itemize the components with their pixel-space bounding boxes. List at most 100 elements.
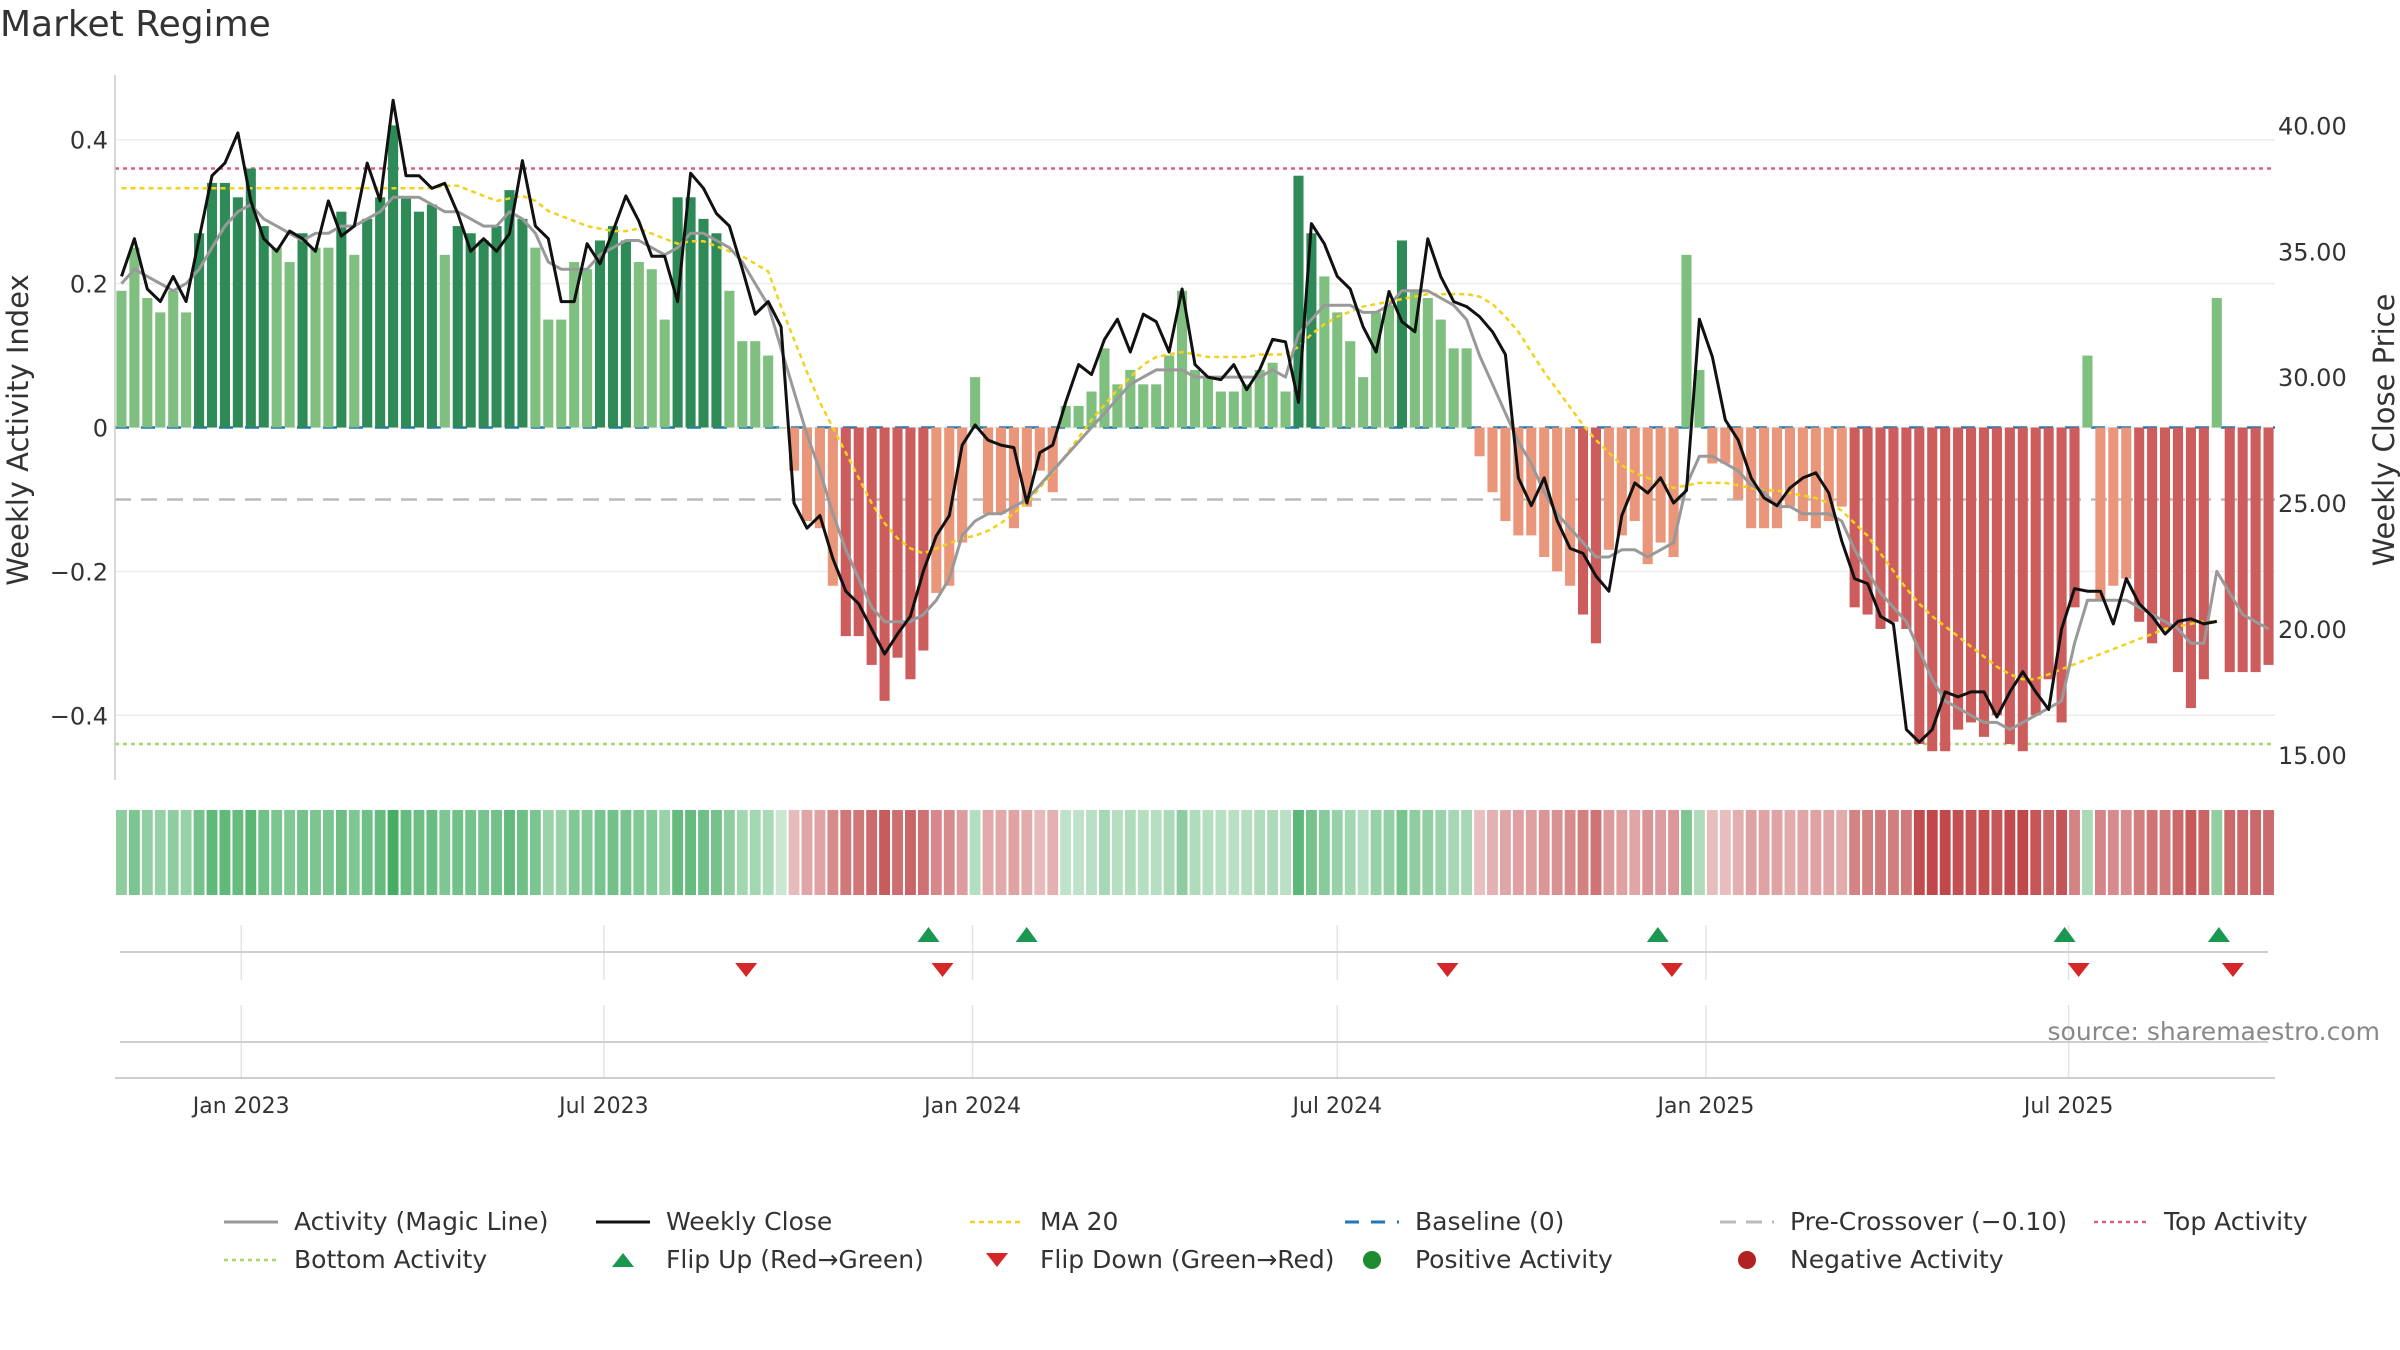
regime-cell bbox=[1499, 810, 1511, 895]
regime-cell bbox=[1797, 810, 1809, 895]
activity-bar bbox=[452, 226, 463, 428]
regime-cell bbox=[1991, 810, 2003, 895]
regime-cell bbox=[284, 810, 296, 895]
activity-bar bbox=[827, 427, 838, 586]
activity-bars bbox=[116, 125, 2274, 752]
regime-cell bbox=[335, 810, 347, 895]
regime-cell bbox=[1163, 810, 1175, 895]
empty-panel bbox=[120, 1005, 2268, 1078]
activity-bar bbox=[1823, 427, 1834, 522]
regime-cell bbox=[116, 810, 127, 895]
flip-down-marker bbox=[735, 963, 758, 977]
activity-bar bbox=[556, 319, 567, 428]
regime-cell bbox=[465, 810, 477, 895]
regime-cell bbox=[1719, 810, 1731, 895]
activity-bar bbox=[1021, 427, 1032, 507]
legend-label: Flip Up (Red→Green) bbox=[666, 1245, 924, 1274]
regime-cell bbox=[2069, 810, 2080, 895]
regime-cell bbox=[969, 810, 981, 895]
regime-cell bbox=[1021, 810, 1033, 895]
activity-bar bbox=[1215, 391, 1226, 428]
activity-bar bbox=[1978, 427, 1990, 737]
activity-bar bbox=[1047, 427, 1058, 493]
activity-bar bbox=[2198, 427, 2209, 680]
activity-bar bbox=[905, 427, 916, 680]
legend-item-pre-crossover: Pre-Crossover (−0.10) bbox=[1718, 1207, 2067, 1236]
regime-cell bbox=[555, 810, 567, 895]
regime-cell bbox=[2043, 810, 2055, 895]
y2-axis-label: Weekly Close Price bbox=[2367, 294, 2400, 567]
activity-bar bbox=[879, 427, 890, 701]
regime-cell bbox=[672, 810, 684, 895]
activity-bar bbox=[633, 262, 644, 428]
activity-bar bbox=[2185, 427, 2196, 709]
regime-cell bbox=[1331, 810, 1343, 895]
activity-bar bbox=[1293, 175, 1304, 428]
regime-cell bbox=[1137, 810, 1149, 895]
activity-bar bbox=[349, 254, 360, 428]
activity-bar bbox=[1771, 427, 1783, 529]
activity-bar bbox=[1836, 427, 1847, 507]
regime-cell bbox=[930, 810, 942, 895]
regime-cell bbox=[698, 810, 709, 895]
regime-cell bbox=[361, 810, 373, 895]
activity-bar bbox=[1655, 427, 1666, 543]
activity-bar bbox=[1797, 427, 1808, 522]
activity-bar bbox=[1642, 427, 1653, 565]
activity-bar bbox=[388, 125, 399, 428]
regime-cell bbox=[568, 810, 580, 895]
activity-bar bbox=[659, 319, 670, 428]
regime-cell bbox=[1370, 810, 1382, 895]
activity-bar bbox=[284, 262, 295, 428]
legend-item-flip-down: Flip Down (Green→Red) bbox=[968, 1245, 1335, 1274]
regime-cell bbox=[1836, 810, 1848, 895]
regime-cell bbox=[1784, 810, 1796, 895]
legend-label: Bottom Activity bbox=[294, 1245, 488, 1274]
activity-bar bbox=[1565, 427, 1576, 586]
legend-swatch bbox=[986, 1252, 1008, 1267]
flip-up-marker bbox=[1646, 927, 1669, 942]
regime-cell bbox=[1228, 810, 1240, 895]
activity-bar bbox=[711, 233, 722, 428]
activity-bar bbox=[2160, 427, 2171, 629]
regime-cell bbox=[892, 810, 903, 895]
regime-cell bbox=[2004, 810, 2016, 895]
regime-cell bbox=[1525, 810, 1537, 895]
y-tick-label: −0.4 bbox=[50, 702, 108, 730]
activity-bar bbox=[1720, 427, 1731, 464]
activity-bar bbox=[672, 197, 683, 428]
activity-bar bbox=[1694, 369, 1705, 428]
activity-bar bbox=[607, 226, 619, 428]
activity-bar bbox=[439, 254, 450, 428]
activity-bar bbox=[297, 233, 308, 428]
y2-tick-label: 35.00 bbox=[2278, 238, 2347, 266]
activity-bar bbox=[1784, 427, 1796, 507]
activity-bar bbox=[375, 197, 386, 428]
activity-bar bbox=[2095, 427, 2106, 601]
regime-cell bbox=[154, 810, 166, 895]
regime-cell bbox=[581, 810, 593, 895]
activity-bar bbox=[1991, 427, 2002, 716]
regime-cell bbox=[646, 810, 658, 895]
regime-cell bbox=[542, 810, 554, 895]
regime-cell bbox=[504, 810, 515, 895]
regime-cell bbox=[2107, 810, 2119, 895]
activity-bar bbox=[594, 240, 606, 428]
regime-cell bbox=[1474, 810, 1485, 895]
regime-cell bbox=[1823, 810, 1835, 895]
regime-cell bbox=[2159, 810, 2171, 895]
x-tick-label: Jul 2023 bbox=[557, 1094, 649, 1119]
regime-cell bbox=[2146, 810, 2158, 895]
regime-cell bbox=[141, 810, 153, 895]
legend-label: Weekly Close bbox=[666, 1207, 833, 1236]
legend-swatch bbox=[1345, 1220, 1399, 1223]
y2-tick-label: 40.00 bbox=[2278, 112, 2347, 140]
regime-cell bbox=[1448, 810, 1460, 895]
regime-cell bbox=[762, 810, 774, 895]
activity-bar bbox=[2056, 427, 2067, 723]
regime-cell bbox=[1538, 810, 1550, 895]
activity-bar bbox=[892, 427, 903, 658]
activity-bar bbox=[2224, 427, 2235, 673]
activity-bar bbox=[1759, 427, 1770, 529]
regime-cell bbox=[620, 810, 632, 895]
